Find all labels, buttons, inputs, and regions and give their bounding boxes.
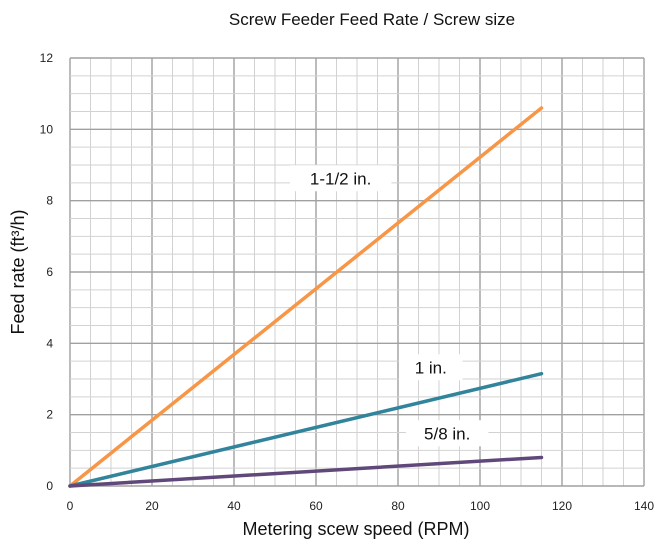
x-tick-label: 20 [145,499,159,513]
chart-title: Screw Feeder Feed Rate / Screw size [229,10,515,29]
y-tick-label: 0 [46,479,53,493]
x-tick-label: 140 [634,499,654,513]
series-label: 1 in. [415,358,447,377]
x-tick-label: 60 [309,499,323,513]
series-label-background [405,420,489,447]
grid [69,57,645,487]
series-label-background [289,165,392,192]
x-tick-label: 80 [391,499,405,513]
series-labels: 1-1/2 in. 1 in. 5/8 in. [289,165,489,447]
series-label: 1-1/2 in. [310,169,371,188]
y-axis-label: Feed rate (ft³/h) [8,209,28,334]
x-tick-label: 40 [227,499,241,513]
x-tick-label: 120 [552,499,572,513]
series-label: 5/8 in. [424,424,470,443]
y-tick-label: 4 [46,336,53,350]
y-tick-labels: 0 2 4 6 8 10 12 [40,51,54,493]
series-line [68,455,544,488]
y-tick-label: 2 [46,408,53,422]
series-line [68,371,544,488]
x-tick-labels: 0 20 40 60 80 100 120 140 [67,499,655,513]
y-tick-label: 12 [40,51,54,65]
x-tick-label: 100 [470,499,490,513]
y-tick-label: 10 [40,122,54,136]
y-tick-label: 8 [46,194,53,208]
series-line [68,106,544,488]
x-tick-label: 0 [67,499,74,513]
y-tick-label: 6 [46,265,53,279]
series-group [68,106,544,488]
x-axis-label: Metering scew speed (RPM) [242,519,469,539]
series-label-background [399,354,463,381]
